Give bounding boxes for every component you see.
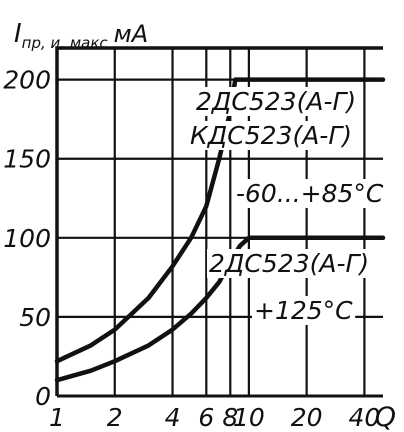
annotations: 2ДС523(А-Г) КДС523(А-Г) -60...+85°C 2ДС523(… — [188, 87, 386, 325]
tick-labels: 0 50 100 150 200 1 2 4 6 810 20 40 — [3, 66, 380, 432]
x-tick-label-2: 2 — [107, 403, 123, 432]
plot-frame — [55, 46, 383, 396]
y-axis-label: Iпр, и, макс мА — [14, 19, 148, 52]
y-tick-label-150: 150 — [3, 145, 51, 174]
series-1-label-2-bg — [188, 121, 355, 150]
x-axis-label: Q — [375, 402, 396, 432]
series-2-label-2-bg — [252, 296, 356, 325]
x-tick-label-8: 8 — [222, 403, 238, 432]
y-tick-label-200: 200 — [3, 66, 51, 95]
x-tick-label-20: 20 — [291, 403, 323, 432]
x-tick-label-40: 40 — [348, 403, 380, 432]
series-1-label-3-bg — [234, 179, 386, 208]
series-1-label-2: КДС523(А-Г) — [190, 121, 352, 150]
y-tick-label-0: 0 — [35, 382, 51, 411]
series-1-label-1-bg — [194, 87, 359, 116]
series-1-line — [54, 77, 386, 364]
x-tick-label-10: 10 — [233, 403, 265, 432]
x-tick-label-4: 4 — [165, 403, 181, 432]
series-1-label-1: 2ДС523(А-Г) — [196, 87, 356, 116]
series-2-line — [54, 235, 386, 383]
series-group — [54, 77, 386, 383]
x-tick-label-1: 1 — [49, 403, 65, 432]
x-tick-label-6: 6 — [198, 403, 214, 432]
y-tick-label-50: 50 — [19, 303, 51, 332]
axis-labels: Iпр, и, макс мА Q — [14, 19, 396, 432]
series-2-label-2: +125°C — [254, 296, 353, 325]
y-tick-label-100: 100 — [3, 224, 51, 253]
series-1-label-3: -60...+85°C — [236, 179, 384, 208]
series-2-label-1: 2ДС523(А-Г) — [209, 249, 369, 278]
series-2-label-1-bg — [207, 249, 372, 278]
